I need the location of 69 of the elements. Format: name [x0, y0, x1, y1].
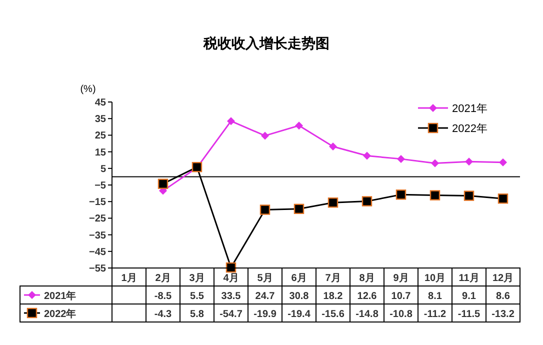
x-tick-label: 4月: [223, 273, 239, 284]
data-label: 8.1: [428, 291, 442, 302]
x-tick-label: 8月: [359, 273, 375, 284]
data-label: -10.8: [390, 309, 413, 320]
y-tick-label: −35: [89, 230, 106, 242]
data-label: 18.2: [323, 291, 344, 302]
x-tick-label: 3月: [189, 273, 205, 284]
data-label: 9.1: [462, 291, 476, 302]
data-label: 5.8: [190, 309, 204, 320]
data-label: 8.6: [496, 291, 510, 302]
x-tick-label: 1月: [121, 273, 137, 284]
point: [397, 154, 405, 163]
data-label: -8.5: [154, 291, 172, 302]
y-tick-label: 45: [94, 98, 106, 108]
point: [362, 196, 372, 206]
data-label: 10.7: [391, 291, 412, 302]
point: [260, 204, 270, 215]
point: [328, 197, 338, 208]
point: [464, 190, 474, 201]
data-label: 33.5: [221, 291, 242, 302]
point: [465, 158, 473, 166]
x-tick-label: 10月: [424, 273, 446, 284]
data-label: 5.5: [190, 291, 204, 302]
text: 2022年: [44, 309, 76, 320]
x-tick-label: 5月: [257, 273, 273, 284]
data-label: -13.2: [492, 309, 515, 320]
legend-label: 2021年: [452, 103, 488, 115]
point: [227, 117, 235, 126]
x-tick-label: 9月: [393, 273, 409, 284]
y-tick-label: −25: [89, 214, 106, 225]
point: [499, 158, 507, 166]
x-tick-label: 2月: [155, 273, 171, 284]
point: [295, 122, 303, 130]
data-label: -11.2: [424, 309, 447, 320]
y-tick-label: −55: [89, 264, 106, 274]
point: [498, 194, 508, 204]
y-tick-label: 15: [94, 147, 106, 158]
x-tick-label: 7月: [325, 273, 341, 284]
data-label: -54.7: [220, 309, 243, 320]
point: [363, 152, 371, 160]
point: [294, 204, 304, 214]
text: 2021年: [44, 291, 76, 302]
point: [261, 132, 269, 140]
y-tick-label: −45: [89, 246, 106, 258]
y-tick-label: 25: [94, 130, 106, 142]
y-tick-label: −15: [89, 197, 106, 208]
point: [430, 190, 440, 200]
data-label: -4.3: [154, 309, 172, 320]
y-tick-label: −5: [94, 180, 106, 192]
data-label: 24.7: [255, 291, 276, 302]
y-axis-title: (%): [80, 84, 96, 95]
y-tick-label: 35: [94, 114, 106, 126]
point: [431, 159, 439, 168]
data-label: -11.5: [458, 309, 481, 320]
legend-label: 2022年: [452, 123, 488, 135]
chart-title: 税收收入增长走势图: [202, 35, 330, 51]
x-tick-label: 6月: [291, 273, 307, 284]
data-label: 12.6: [357, 291, 378, 302]
y-tick-label: 5: [100, 164, 106, 175]
x-tick-label: 12月: [492, 273, 514, 284]
data-label: -14.8: [356, 309, 379, 320]
x-tick-label: 11月: [458, 273, 480, 284]
data-label: -19.9: [254, 309, 277, 320]
point: [158, 178, 168, 189]
point: [396, 190, 406, 200]
data-label: -15.6: [322, 309, 345, 320]
data-label: -19.4: [288, 309, 311, 320]
point: [329, 142, 337, 150]
data-label: 30.8: [289, 291, 310, 302]
